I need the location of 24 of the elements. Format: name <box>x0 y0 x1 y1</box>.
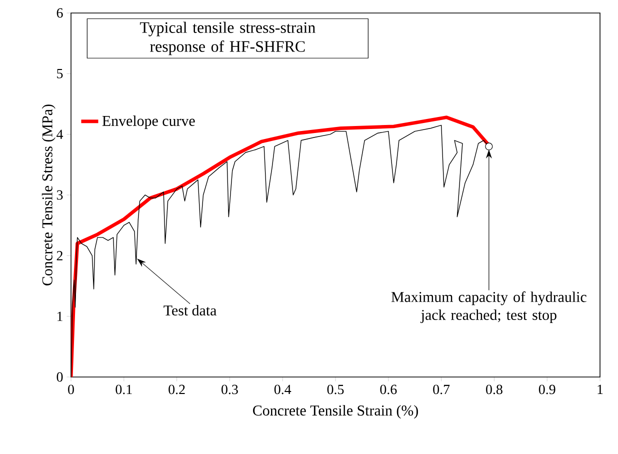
x-axis-title: Concrete Tensile Strain (%) <box>253 405 418 419</box>
x-tick-label: 1 <box>598 384 603 394</box>
x-tick-label: 0.1 <box>116 384 132 394</box>
y-tick-label: 0 <box>56 372 63 382</box>
text: Typical tensile stress-strain response of HF-SHFRC <box>140 22 316 56</box>
legend-label: Envelope curve <box>102 115 195 130</box>
x-tick-label: 0.8 <box>486 384 502 394</box>
x-tick-label: 0.6 <box>380 384 397 394</box>
y-tick-label: 1 <box>57 312 62 321</box>
x-tick-label: 0.4 <box>274 384 292 394</box>
annotation: Test data <box>164 305 216 316</box>
x-tick-label: 0.5 <box>327 384 344 394</box>
y-tick-label: 3 <box>56 190 63 200</box>
y-axis-title: Concrete Tensile Stress (MPa) <box>42 104 56 286</box>
x-tick-label: 0 <box>68 384 74 394</box>
y-tick-label: 4 <box>56 130 64 139</box>
x-tick-label: 0.7 <box>433 384 450 394</box>
x-tick-label: 0.2 <box>168 384 185 394</box>
annotation: Maximum capacity of hydraulic jack reached; test stop <box>391 291 586 324</box>
y-tick-label: 5 <box>57 69 63 78</box>
x-tick-label: 0.9 <box>538 384 556 394</box>
x-tick-label: 0.3 <box>222 384 238 394</box>
y-tick-label: 2 <box>56 251 62 260</box>
y-tick-label: 6 <box>56 8 63 18</box>
